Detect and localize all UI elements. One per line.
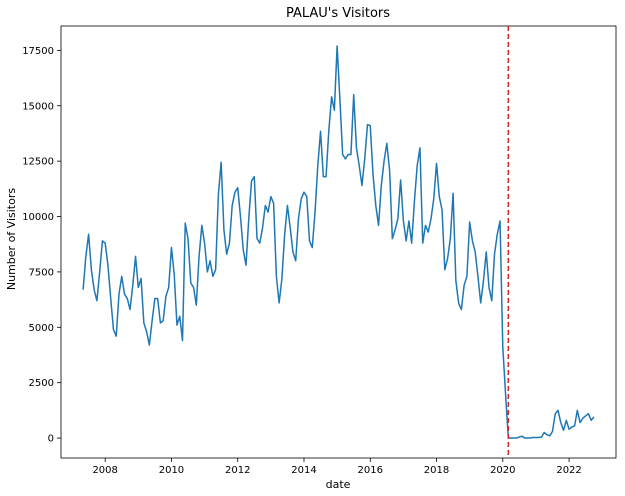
y-tick-label: 17500 <box>22 46 54 57</box>
y-tick-label: 15000 <box>22 101 54 112</box>
x-tick-label: 2018 <box>424 465 449 476</box>
x-tick-label: 2010 <box>159 465 184 476</box>
y-tick-label: 12500 <box>22 157 54 168</box>
x-axis-label: date <box>326 478 351 491</box>
y-tick-label: 0 <box>48 434 54 445</box>
x-tick-label: 2022 <box>556 465 581 476</box>
y-tick-label: 5000 <box>29 323 54 334</box>
plot-area: 2008 2010 2012 2014 2016 2018 2020 2022 0 2500 500… <box>22 25 617 476</box>
y-tick-label: 2500 <box>29 378 54 389</box>
x-tick-label: 2012 <box>225 465 250 476</box>
x-tick-label: 2020 <box>490 465 515 476</box>
x-tick-label: 2014 <box>291 465 316 476</box>
y-tick-label: 7500 <box>29 267 54 278</box>
y-tick-label: 10000 <box>22 212 54 223</box>
chart-title: PALAU's Visitors <box>286 6 390 21</box>
x-tick-label: 2016 <box>358 465 383 476</box>
series-line <box>82 45 595 439</box>
plot-frame <box>60 25 617 459</box>
x-tick-label: 2008 <box>92 465 117 476</box>
y-axis-label: Number of Visitors <box>5 188 18 290</box>
